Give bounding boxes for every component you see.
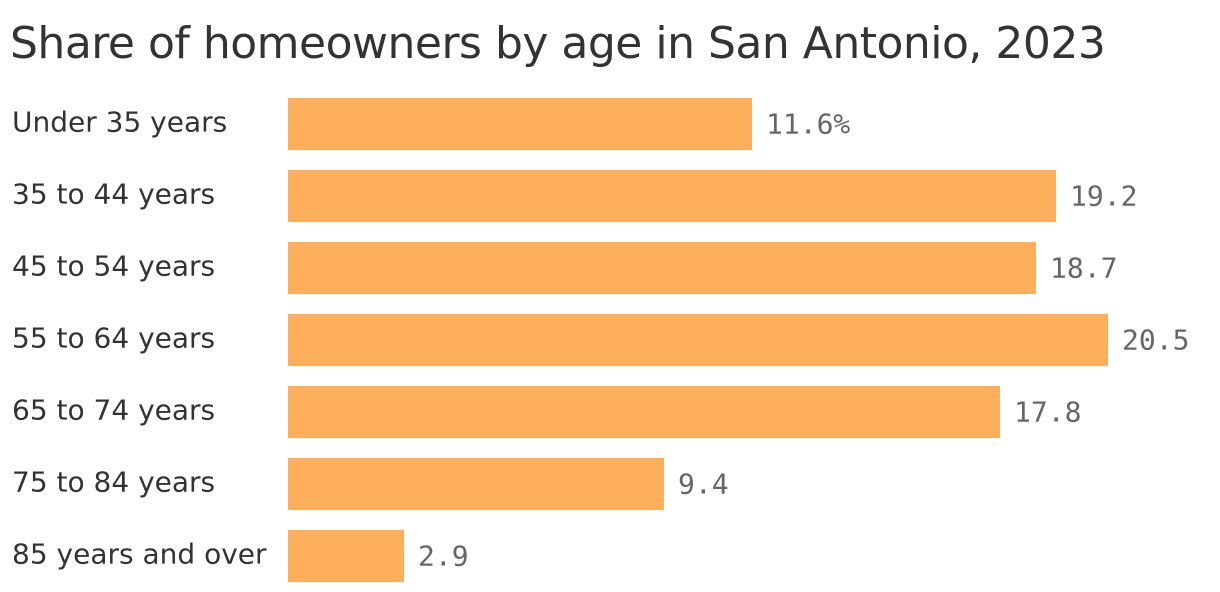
category-label: 85 years and over: [12, 538, 267, 571]
category-label: 75 to 84 years: [12, 466, 215, 499]
category-label: 35 to 44 years: [12, 178, 215, 211]
bar: [288, 242, 1036, 294]
data-label: 11.6%: [766, 108, 850, 141]
bar: [288, 386, 1000, 438]
bar: [288, 530, 404, 582]
data-label: 20.5: [1122, 324, 1189, 357]
bar: [288, 314, 1108, 366]
category-label: 55 to 64 years: [12, 322, 215, 355]
bars-layer: Under 35 years 11.6% 35 to 44 years 19.2 45 …: [12, 98, 1189, 582]
data-label: 19.2: [1070, 180, 1137, 213]
data-label: 18.7: [1050, 252, 1117, 285]
bar: [288, 98, 752, 150]
data-label: 9.4: [678, 468, 729, 501]
category-label: 65 to 74 years: [12, 394, 215, 427]
bar: [288, 170, 1056, 222]
data-label: 17.8: [1014, 396, 1081, 429]
category-label: Under 35 years: [12, 106, 227, 139]
category-label: 45 to 54 years: [12, 250, 215, 283]
bar: [288, 458, 664, 510]
chart-title: Share of homeowners by age in San Antoni…: [10, 18, 1106, 69]
data-label: 2.9: [418, 540, 469, 573]
